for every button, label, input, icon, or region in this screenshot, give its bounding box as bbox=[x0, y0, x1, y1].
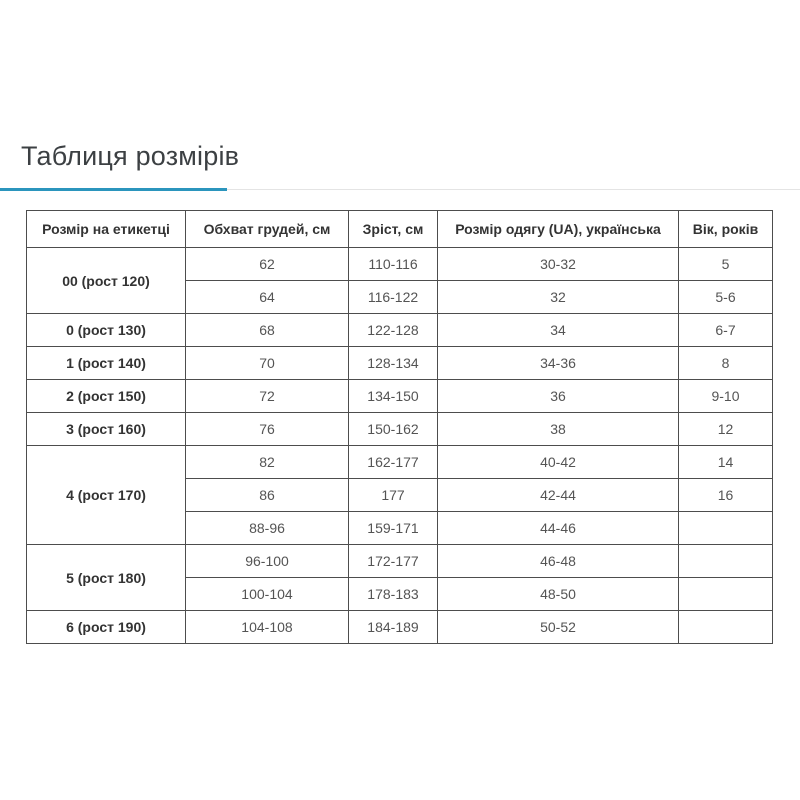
table-cell: 110-116 bbox=[348, 247, 438, 281]
column-header: Вік, років bbox=[678, 210, 773, 248]
size-label-cell: 4 (рост 170) bbox=[26, 445, 186, 545]
table-cell bbox=[678, 544, 773, 578]
table-cell: 159-171 bbox=[348, 511, 438, 545]
column-header: Обхват грудей, см bbox=[185, 210, 349, 248]
title-underline-accent bbox=[0, 188, 227, 191]
table-cell: 32 bbox=[437, 280, 679, 314]
table-cell: 42-44 bbox=[437, 478, 679, 512]
title-underline bbox=[0, 188, 800, 191]
table-cell bbox=[678, 511, 773, 545]
column-header: Розмір одягу (UA), українська bbox=[437, 210, 679, 248]
table-row: 2 (рост 150) 72 134-150 36 9-10 bbox=[26, 379, 773, 413]
table-row: 88-96 159-171 44-46 bbox=[27, 511, 773, 545]
table-cell: 122-128 bbox=[348, 313, 438, 347]
table-cell: 48-50 bbox=[437, 577, 679, 611]
table-cell: 96-100 bbox=[185, 544, 349, 578]
table-row: 6 (рост 190) 104-108 184-189 50-52 bbox=[26, 610, 773, 644]
table-row: 100-104 178-183 48-50 bbox=[27, 577, 773, 611]
size-label-cell: 2 (рост 150) bbox=[26, 379, 186, 413]
table-cell bbox=[678, 577, 773, 611]
table-cell: 178-183 bbox=[348, 577, 438, 611]
size-label-cell: 6 (рост 190) bbox=[26, 610, 186, 644]
table-cell: 184-189 bbox=[348, 610, 438, 644]
table-row: 5 (рост 180) 96-100 172-177 46-48 bbox=[26, 544, 773, 611]
table-cell: 68 bbox=[185, 313, 349, 347]
size-table-head: Розмір на етикетці Обхват грудей, см Зріст… bbox=[26, 210, 773, 248]
size-label-cell: 5 (рост 180) bbox=[26, 544, 186, 611]
table-cell: 162-177 bbox=[348, 445, 438, 479]
table-cell bbox=[678, 610, 773, 644]
table-cell: 46-48 bbox=[437, 544, 679, 578]
table-cell: 82 bbox=[185, 445, 349, 479]
table-cell: 8 bbox=[678, 346, 773, 380]
table-row: 3 (рост 160) 76 150-162 38 12 bbox=[26, 412, 773, 446]
table-cell: 6-7 bbox=[678, 313, 773, 347]
table-cell: 116-122 bbox=[348, 280, 438, 314]
table-cell: 86 bbox=[185, 478, 349, 512]
table-cell: 76 bbox=[185, 412, 349, 446]
column-header: Зріст, см bbox=[348, 210, 438, 248]
table-cell: 128-134 bbox=[348, 346, 438, 380]
table-cell: 12 bbox=[678, 412, 773, 446]
size-table: Розмір на етикетці Обхват грудей, см Зріст… bbox=[26, 210, 773, 644]
table-cell: 38 bbox=[437, 412, 679, 446]
table-row: 0 (рост 130) 68 122-128 34 6-7 bbox=[26, 313, 773, 347]
table-cell: 34 bbox=[437, 313, 679, 347]
page-title: Таблиця розмірів bbox=[21, 141, 240, 171]
table-cell: 30-32 bbox=[437, 247, 679, 281]
table-cell: 34-36 bbox=[437, 346, 679, 380]
size-label-cell: 1 (рост 140) bbox=[26, 346, 186, 380]
table-cell: 5-6 bbox=[678, 280, 773, 314]
table-cell: 14 bbox=[678, 445, 773, 479]
table-cell: 40-42 bbox=[437, 445, 679, 479]
column-header: Розмір на етикетці bbox=[26, 210, 186, 248]
table-cell: 134-150 bbox=[348, 379, 438, 413]
size-label-cell: 00 (рост 120) bbox=[26, 247, 186, 314]
table-cell: 36 bbox=[437, 379, 679, 413]
table-cell: 9-10 bbox=[678, 379, 773, 413]
table-cell: 70 bbox=[185, 346, 349, 380]
size-label-cell: 3 (рост 160) bbox=[26, 412, 186, 446]
table-cell: 5 bbox=[678, 247, 773, 281]
table-cell: 72 bbox=[185, 379, 349, 413]
table-cell: 100-104 bbox=[185, 577, 349, 611]
size-label-cell: 0 (рост 130) bbox=[26, 313, 186, 347]
table-row: 4 (рост 170) 82 162-177 40-42 14 bbox=[26, 445, 773, 545]
table-cell: 50-52 bbox=[437, 610, 679, 644]
table-row: 64 116-122 32 5-6 bbox=[27, 280, 773, 314]
table-cell: 177 bbox=[348, 478, 438, 512]
header-row: Розмір на етикетці Обхват грудей, см Зріст… bbox=[26, 210, 773, 248]
table-cell: 150-162 bbox=[348, 412, 438, 446]
table-cell: 104-108 bbox=[185, 610, 349, 644]
table-cell: 64 bbox=[185, 280, 349, 314]
size-table-body: 00 (рост 120) 62 110-116 30-32 5 64 116-122 32 5… bbox=[26, 247, 773, 644]
table-row: 00 (рост 120) 62 110-116 30-32 5 bbox=[26, 247, 773, 314]
table-cell: 44-46 bbox=[437, 511, 679, 545]
table-row: 86 177 42-44 16 bbox=[27, 478, 773, 512]
table-cell: 16 bbox=[678, 478, 773, 512]
table-row: 1 (рост 140) 70 128-134 34-36 8 bbox=[26, 346, 773, 380]
table-cell: 172-177 bbox=[348, 544, 438, 578]
table-cell: 62 bbox=[185, 247, 349, 281]
table-cell: 88-96 bbox=[185, 511, 349, 545]
